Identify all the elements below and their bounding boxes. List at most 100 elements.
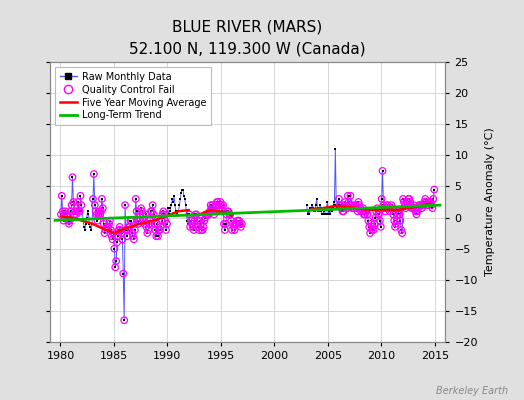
Point xyxy=(237,220,246,227)
Point xyxy=(157,218,166,224)
Point xyxy=(381,208,389,214)
Point xyxy=(356,205,365,212)
Point xyxy=(361,211,369,218)
Point xyxy=(187,218,195,224)
Point xyxy=(114,233,122,240)
Point xyxy=(132,196,140,202)
Point xyxy=(213,199,221,205)
Point xyxy=(58,192,66,199)
Point xyxy=(383,202,391,208)
Point xyxy=(116,227,125,233)
Point xyxy=(353,208,362,214)
Point xyxy=(70,211,79,218)
Point xyxy=(392,220,400,227)
Point xyxy=(372,214,380,221)
Point xyxy=(219,202,227,208)
Point xyxy=(195,218,204,224)
Point xyxy=(97,208,105,214)
Point xyxy=(125,224,134,230)
Point xyxy=(357,208,365,214)
Point xyxy=(336,202,345,208)
Point xyxy=(93,218,102,224)
Point xyxy=(151,227,159,233)
Point xyxy=(185,211,193,218)
Point xyxy=(190,218,199,224)
Point xyxy=(214,202,223,208)
Point xyxy=(395,208,403,214)
Point xyxy=(103,224,112,230)
Point xyxy=(204,211,212,218)
Point xyxy=(97,196,106,202)
Point xyxy=(413,208,421,214)
Point xyxy=(126,218,135,224)
Point xyxy=(394,211,402,218)
Point xyxy=(419,202,428,208)
Point xyxy=(391,224,399,230)
Point xyxy=(376,218,384,224)
Point xyxy=(65,220,73,227)
Point xyxy=(231,220,239,227)
Point xyxy=(141,211,150,218)
Point xyxy=(346,192,355,199)
Point xyxy=(149,211,158,218)
Point xyxy=(66,218,74,224)
Point xyxy=(408,205,416,212)
Point xyxy=(359,205,367,212)
Point xyxy=(223,208,232,214)
Point xyxy=(123,233,131,240)
Point xyxy=(399,196,407,202)
Text: Berkeley Earth: Berkeley Earth xyxy=(436,386,508,396)
Point xyxy=(72,211,80,218)
Point xyxy=(397,227,406,233)
Point xyxy=(221,227,229,233)
Point xyxy=(337,205,346,212)
Point xyxy=(100,230,108,236)
Point xyxy=(370,220,379,227)
Point xyxy=(190,227,198,233)
Point xyxy=(139,211,147,218)
Point xyxy=(77,192,85,199)
Y-axis label: Temperature Anomaly (°C): Temperature Anomaly (°C) xyxy=(485,128,495,276)
Point xyxy=(430,186,439,193)
Point xyxy=(158,211,167,218)
Point xyxy=(419,202,427,208)
Point xyxy=(204,211,213,218)
Point xyxy=(139,218,148,224)
Point xyxy=(135,218,144,224)
Point xyxy=(233,218,242,224)
Point xyxy=(401,202,409,208)
Point xyxy=(73,199,82,205)
Point xyxy=(377,224,385,230)
Point xyxy=(380,205,388,212)
Point xyxy=(359,211,368,218)
Point xyxy=(198,227,206,233)
Point xyxy=(148,208,156,214)
Point xyxy=(102,224,111,230)
Point xyxy=(89,196,97,202)
Point xyxy=(350,205,358,212)
Point xyxy=(351,202,359,208)
Point xyxy=(75,208,84,214)
Point xyxy=(157,224,165,230)
Point xyxy=(398,230,407,236)
Point xyxy=(110,230,118,236)
Point xyxy=(147,208,155,214)
Point xyxy=(202,211,210,218)
Point xyxy=(194,224,202,230)
Point xyxy=(390,218,398,224)
Point xyxy=(352,202,360,208)
Point xyxy=(422,199,430,205)
Point xyxy=(121,202,129,208)
Point xyxy=(369,227,378,233)
Point xyxy=(186,224,194,230)
Point xyxy=(90,171,98,177)
Point xyxy=(349,205,357,212)
Point xyxy=(231,227,239,233)
Point xyxy=(162,227,170,233)
Point xyxy=(362,208,370,214)
Point xyxy=(203,211,211,218)
Point xyxy=(347,202,356,208)
Point xyxy=(425,199,434,205)
Point xyxy=(410,205,419,212)
Point xyxy=(424,202,432,208)
